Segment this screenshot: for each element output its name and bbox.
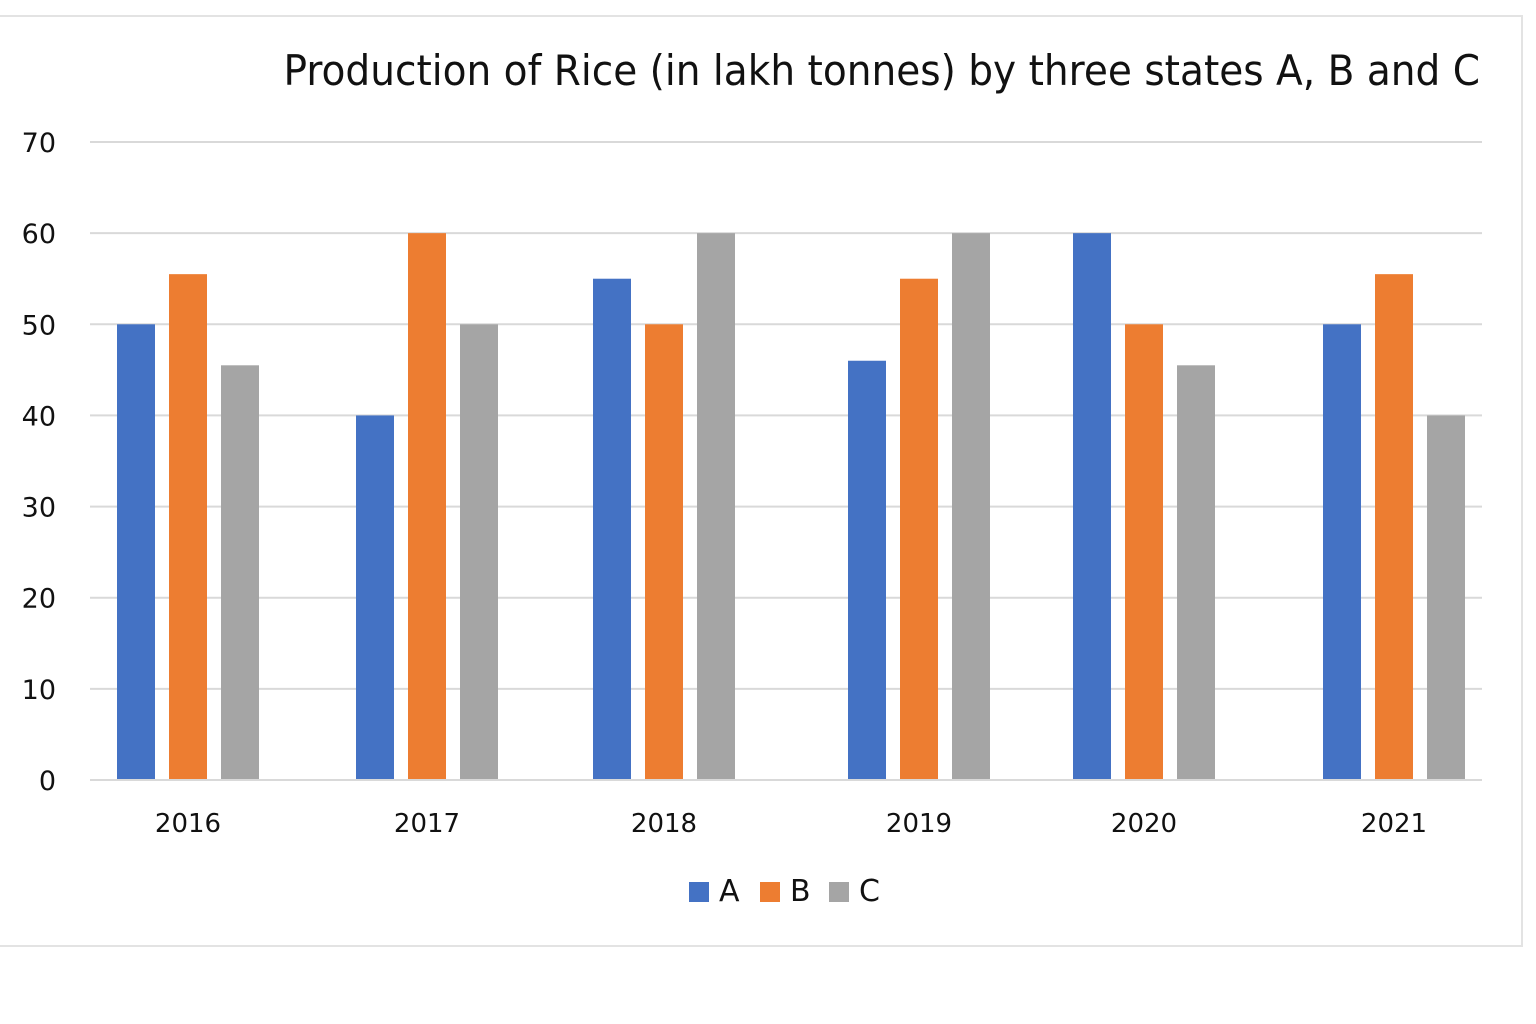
y-tick-label: 30 xyxy=(22,493,56,524)
bar-a-2020 xyxy=(1073,233,1111,780)
bar-c-2020 xyxy=(1177,365,1215,779)
bar-a-2017 xyxy=(356,415,394,779)
x-tick-label: 2018 xyxy=(631,809,697,839)
legend-item-c: C xyxy=(829,874,880,909)
bar-c-2021 xyxy=(1427,415,1465,779)
y-tick-label: 0 xyxy=(39,766,56,797)
bar-a-2019 xyxy=(848,360,886,779)
bar-b-2019 xyxy=(900,278,938,779)
chart-title: Production of Rice (in lakh tonnes) by t… xyxy=(283,46,1480,95)
gridlines xyxy=(90,141,1482,781)
legend-label: C xyxy=(859,874,880,909)
x-axis-ticks: 2016 2017 2018 2019 2020 2021 xyxy=(155,809,1427,839)
legend-item-a: A xyxy=(689,874,740,909)
legend-swatch-c xyxy=(829,881,849,902)
bar-b-2021 xyxy=(1375,274,1413,779)
x-tick-label: 2017 xyxy=(394,809,460,839)
bar-c-2016 xyxy=(221,365,259,779)
y-tick-label: 20 xyxy=(22,584,56,615)
y-tick-label: 40 xyxy=(22,401,56,432)
bar-b-2016 xyxy=(169,274,207,779)
y-tick-label: 60 xyxy=(22,219,56,250)
x-tick-label: 2019 xyxy=(886,809,952,839)
legend-item-b: B xyxy=(760,874,811,909)
bars xyxy=(117,233,1465,780)
y-axis-ticks: 0 10 20 30 40 50 60 70 xyxy=(22,128,56,797)
y-tick-label: 10 xyxy=(22,675,56,706)
bar-c-2017 xyxy=(460,324,498,779)
legend-label: A xyxy=(719,874,740,909)
bar-b-2020 xyxy=(1125,324,1163,779)
legend-swatch-b xyxy=(760,881,780,902)
x-tick-label: 2020 xyxy=(1111,809,1177,839)
x-tick-label: 2021 xyxy=(1361,809,1427,839)
y-tick-label: 50 xyxy=(22,310,56,341)
bar-b-2017 xyxy=(408,233,446,780)
bar-a-2021 xyxy=(1323,324,1361,779)
bar-a-2018 xyxy=(593,278,631,779)
bar-a-2016 xyxy=(117,324,155,779)
bar-b-2018 xyxy=(645,324,683,779)
bar-c-2018 xyxy=(697,233,735,780)
legend-label: B xyxy=(790,874,811,909)
legend: A B C xyxy=(0,874,1536,914)
legend-swatch-a xyxy=(689,881,709,902)
bar-c-2019 xyxy=(952,233,990,780)
y-tick-label: 70 xyxy=(22,128,56,159)
x-tick-label: 2016 xyxy=(155,809,221,839)
